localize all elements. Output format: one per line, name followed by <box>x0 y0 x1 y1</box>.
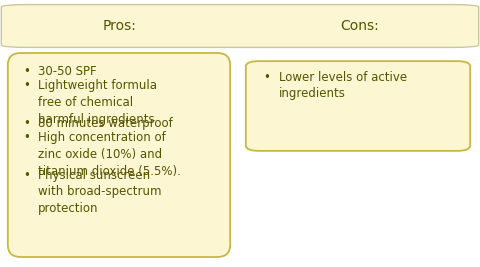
Text: High concentration of
zinc oxide (10%) and
titanium dioxide (5.5%).: High concentration of zinc oxide (10%) a… <box>38 132 181 178</box>
Text: •: • <box>23 65 30 78</box>
Text: 30-50 SPF: 30-50 SPF <box>38 65 97 78</box>
Text: •: • <box>23 117 30 130</box>
Text: Cons:: Cons: <box>341 19 379 33</box>
FancyBboxPatch shape <box>1 5 479 48</box>
Text: 80 minutes waterproof: 80 minutes waterproof <box>38 117 173 130</box>
Text: •: • <box>23 132 30 144</box>
Text: Physical sunscreen
with broad-spectrum
protection: Physical sunscreen with broad-spectrum p… <box>38 169 162 215</box>
Text: •: • <box>23 169 30 182</box>
FancyBboxPatch shape <box>246 61 470 151</box>
Text: •: • <box>264 71 270 84</box>
Text: Lightweight formula
free of chemical
harmful ingredients: Lightweight formula free of chemical har… <box>38 80 157 125</box>
Text: Lower levels of active
ingredients: Lower levels of active ingredients <box>279 71 407 100</box>
FancyBboxPatch shape <box>8 53 230 257</box>
Text: •: • <box>23 80 30 92</box>
Text: Pros:: Pros: <box>103 19 137 33</box>
